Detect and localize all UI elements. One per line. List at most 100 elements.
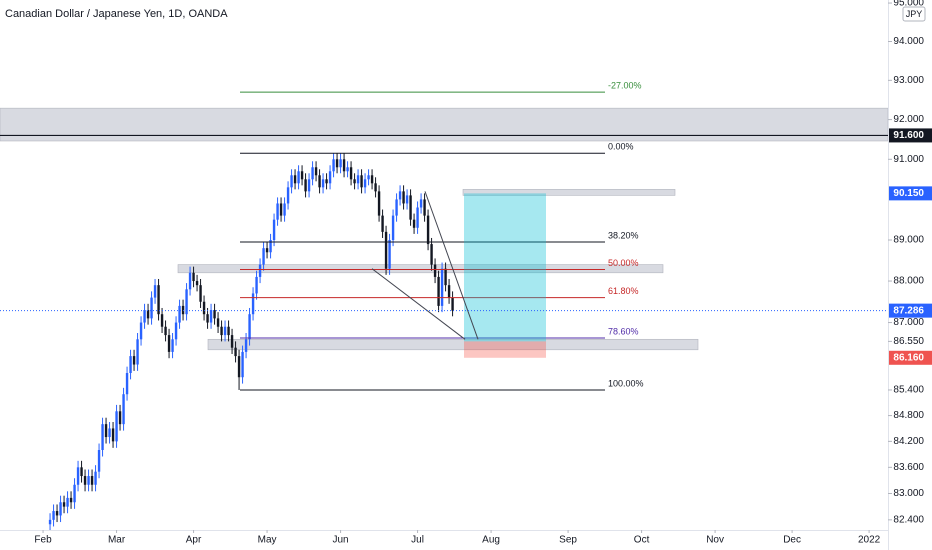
candle-body <box>391 215 395 241</box>
price-badge <box>889 303 932 318</box>
candle-body <box>202 301 206 315</box>
candle-body <box>216 318 220 327</box>
candle-body <box>150 297 153 319</box>
candle-body <box>206 314 209 323</box>
candle-body <box>325 179 328 184</box>
candle-body <box>104 424 108 438</box>
candle-body <box>272 219 276 241</box>
candle-body <box>111 428 115 442</box>
candle-body <box>248 314 251 340</box>
candle-body <box>59 502 62 516</box>
candle-body <box>258 264 262 277</box>
x-tick-label: Sep <box>559 535 577 546</box>
candle-body <box>304 179 307 192</box>
candle-body <box>178 305 181 323</box>
candle-body <box>388 240 391 269</box>
candle-body <box>62 502 66 507</box>
price-badge-label: 90.150 <box>893 188 924 199</box>
candle-body <box>139 322 143 340</box>
candle-body <box>314 167 318 176</box>
candle-body <box>174 322 178 340</box>
candle-body <box>265 248 269 253</box>
candle-body <box>423 199 426 216</box>
candle-body <box>367 175 370 180</box>
zone <box>207 338 699 351</box>
candle-body <box>426 215 430 245</box>
candle-body <box>360 175 363 188</box>
x-tick-label: Oct <box>634 535 650 546</box>
candle-body <box>293 175 297 184</box>
candle-body <box>146 310 150 319</box>
candles <box>48 153 454 531</box>
candle-body <box>132 356 136 365</box>
candle-body <box>321 179 325 188</box>
y-tick-label: 91.000 <box>893 154 924 165</box>
candle-body <box>220 326 223 336</box>
position-target <box>464 193 546 342</box>
candle-body <box>433 264 437 277</box>
candle-body <box>447 285 451 298</box>
candle-body <box>440 268 444 306</box>
trend-line <box>424 191 479 340</box>
x-tick-label: Feb <box>34 535 52 546</box>
candle-body <box>346 167 349 172</box>
zone <box>462 189 676 196</box>
x-tick-label: May <box>258 535 277 546</box>
candle-body <box>157 285 160 315</box>
candle-body <box>185 289 188 315</box>
candle-body <box>416 207 419 228</box>
candle-body <box>118 411 122 425</box>
candle-body <box>73 484 76 503</box>
fib-label: 38.20% <box>608 230 639 240</box>
candle-body <box>339 159 342 168</box>
candle-body <box>353 179 356 184</box>
candle-body <box>87 476 90 485</box>
candle-body <box>241 351 244 378</box>
candle-body <box>430 244 433 265</box>
candle-body <box>398 191 402 200</box>
candle-body <box>160 314 164 327</box>
x-tick-label: Jul <box>411 535 424 546</box>
trend-line <box>371 268 466 340</box>
candle-body <box>286 187 290 204</box>
candle-body <box>276 203 279 220</box>
x-tick-label: Jun <box>333 535 349 546</box>
candle-body <box>377 191 381 216</box>
candle-body <box>209 310 213 323</box>
candle-body <box>318 175 321 188</box>
price-badge-label: 86.160 <box>893 352 924 363</box>
price-badge <box>889 350 932 365</box>
y-tick-label: 87.000 <box>893 317 924 328</box>
candle-body <box>409 195 412 220</box>
candle-body <box>129 356 132 373</box>
fib-label: 78.60% <box>608 326 639 336</box>
fib-label: 100.00% <box>608 378 644 388</box>
x-tick-label: Nov <box>706 535 724 546</box>
candle-body <box>108 428 111 438</box>
candle-body <box>223 326 227 336</box>
candle-body <box>437 276 440 306</box>
candle-body <box>374 183 377 192</box>
price-badge <box>889 128 932 143</box>
x-tick-label: 2022 <box>858 535 881 546</box>
candle-body <box>171 339 174 352</box>
candle-body <box>234 347 237 357</box>
candle-body <box>55 511 59 516</box>
candle-body <box>297 171 300 184</box>
candle-body <box>195 281 199 286</box>
candle-body <box>90 476 94 485</box>
position-stop <box>464 341 546 358</box>
drawings: -27.00% 0.00% 38.20% 50.00% 61.80% 78.60% 100.… <box>0 80 888 391</box>
candle-body <box>52 511 55 520</box>
y-tick-label: 82.400 <box>893 514 924 525</box>
y-tick-label: 88.000 <box>893 276 924 287</box>
x-tick-label: Aug <box>482 535 500 546</box>
candle-body <box>244 339 248 352</box>
candle-body <box>328 171 332 184</box>
y-tick-label: 83.600 <box>893 462 924 473</box>
price-badge-label: 91.600 <box>893 130 924 141</box>
zone <box>177 264 664 274</box>
fib-label: 0.00% <box>608 142 634 152</box>
